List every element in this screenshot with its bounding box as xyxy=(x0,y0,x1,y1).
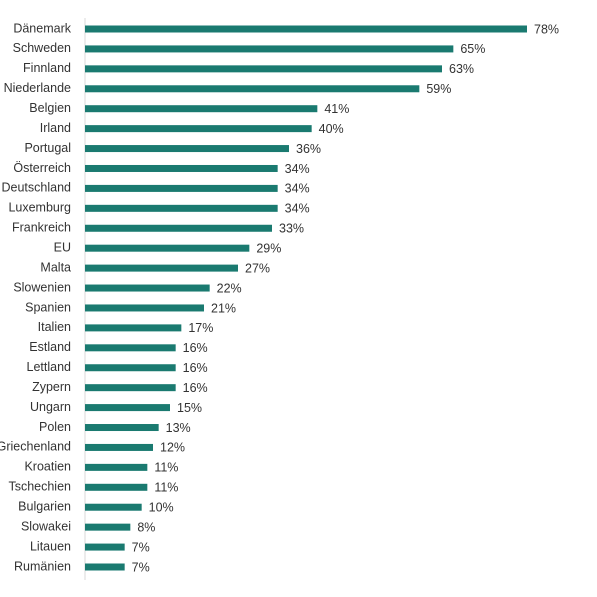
y-tick-label: Rumänien xyxy=(14,559,71,573)
y-tick-label: Spanien xyxy=(25,300,71,314)
y-tick-label: Tschechien xyxy=(8,480,71,494)
y-tick-label: Lettland xyxy=(27,360,72,374)
value-label: 40% xyxy=(319,122,344,136)
bar xyxy=(85,543,125,551)
value-label: 36% xyxy=(296,142,321,156)
bar xyxy=(85,164,278,172)
y-tick-label: Schweden xyxy=(13,41,71,55)
bar xyxy=(85,563,125,571)
value-label: 34% xyxy=(285,202,310,216)
bar xyxy=(85,503,142,511)
bar xyxy=(85,404,170,412)
y-tick-label: Niederlande xyxy=(4,81,71,95)
y-tick-label: Slowakei xyxy=(21,519,71,533)
bar xyxy=(85,204,278,212)
bar xyxy=(85,224,272,232)
bar xyxy=(85,45,454,53)
bar xyxy=(85,443,153,451)
value-label: 59% xyxy=(426,82,451,96)
value-label: 41% xyxy=(324,102,349,116)
bar xyxy=(85,244,250,252)
y-tick-label: Malta xyxy=(40,260,71,274)
y-tick-label: Griechenland xyxy=(0,440,71,454)
value-label: 63% xyxy=(449,62,474,76)
value-label: 12% xyxy=(160,441,185,455)
bar xyxy=(85,324,182,332)
y-tick-label: Österreich xyxy=(13,161,71,175)
value-label: 11% xyxy=(154,481,178,495)
value-label: 7% xyxy=(132,560,150,574)
value-label: 16% xyxy=(183,341,208,355)
y-tick-label: Estland xyxy=(29,340,71,354)
bar xyxy=(85,384,176,392)
y-tick-label: Ungarn xyxy=(30,400,71,414)
value-label: 11% xyxy=(154,461,178,475)
bar xyxy=(85,105,318,113)
bar xyxy=(85,523,131,531)
value-label: 16% xyxy=(183,381,208,395)
bar xyxy=(85,483,148,491)
y-tick-label: Dänemark xyxy=(13,21,71,35)
y-tick-label: Portugal xyxy=(24,141,71,155)
bar xyxy=(85,284,210,292)
bar xyxy=(85,424,159,432)
y-tick-label: Bulgarien xyxy=(18,500,71,514)
value-label: 33% xyxy=(279,222,304,236)
y-tick-label: Slowenien xyxy=(13,280,71,294)
bar xyxy=(85,85,420,93)
bar xyxy=(85,344,176,352)
value-label: 16% xyxy=(183,361,208,375)
y-tick-label: EU xyxy=(54,240,71,254)
value-label: 15% xyxy=(177,401,202,415)
value-label: 29% xyxy=(256,241,281,255)
bar xyxy=(85,184,278,192)
y-tick-label: Luxemburg xyxy=(8,201,71,215)
bar xyxy=(85,125,312,133)
y-tick-label: Finnland xyxy=(23,61,71,75)
value-label: 34% xyxy=(285,182,310,196)
bar xyxy=(85,364,176,372)
value-label: 8% xyxy=(137,520,155,534)
value-label: 22% xyxy=(217,281,242,295)
value-label: 21% xyxy=(211,301,236,315)
y-tick-label: Polen xyxy=(39,420,71,434)
value-label: 65% xyxy=(460,42,485,56)
bar xyxy=(85,145,289,153)
y-tick-label: Zypern xyxy=(32,380,71,394)
y-tick-label: Belgien xyxy=(29,101,71,115)
bar xyxy=(85,65,442,73)
y-tick-label: Frankreich xyxy=(12,221,71,235)
bar xyxy=(85,304,204,312)
bar xyxy=(85,25,527,33)
y-tick-label: Kroatien xyxy=(24,460,71,474)
y-tick-label: Italien xyxy=(38,320,71,334)
value-label: 78% xyxy=(534,22,559,36)
value-label: 10% xyxy=(149,501,174,515)
value-label: 34% xyxy=(285,162,310,176)
bar xyxy=(85,463,148,471)
y-tick-label: Litauen xyxy=(30,539,71,553)
bar xyxy=(85,264,238,272)
value-label: 17% xyxy=(188,321,213,335)
y-tick-label: Deutschland xyxy=(2,181,72,195)
value-label: 7% xyxy=(132,540,150,554)
y-tick-label: Irland xyxy=(40,121,71,135)
value-label: 27% xyxy=(245,261,270,275)
value-label: 13% xyxy=(166,421,191,435)
